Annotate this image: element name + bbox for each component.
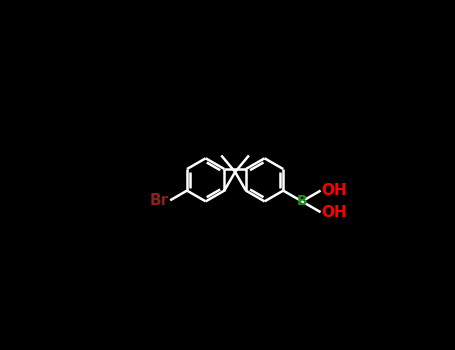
Text: OH: OH [321,205,347,220]
Text: B: B [297,194,307,208]
Text: OH: OH [321,183,347,198]
Text: Br: Br [150,193,169,208]
